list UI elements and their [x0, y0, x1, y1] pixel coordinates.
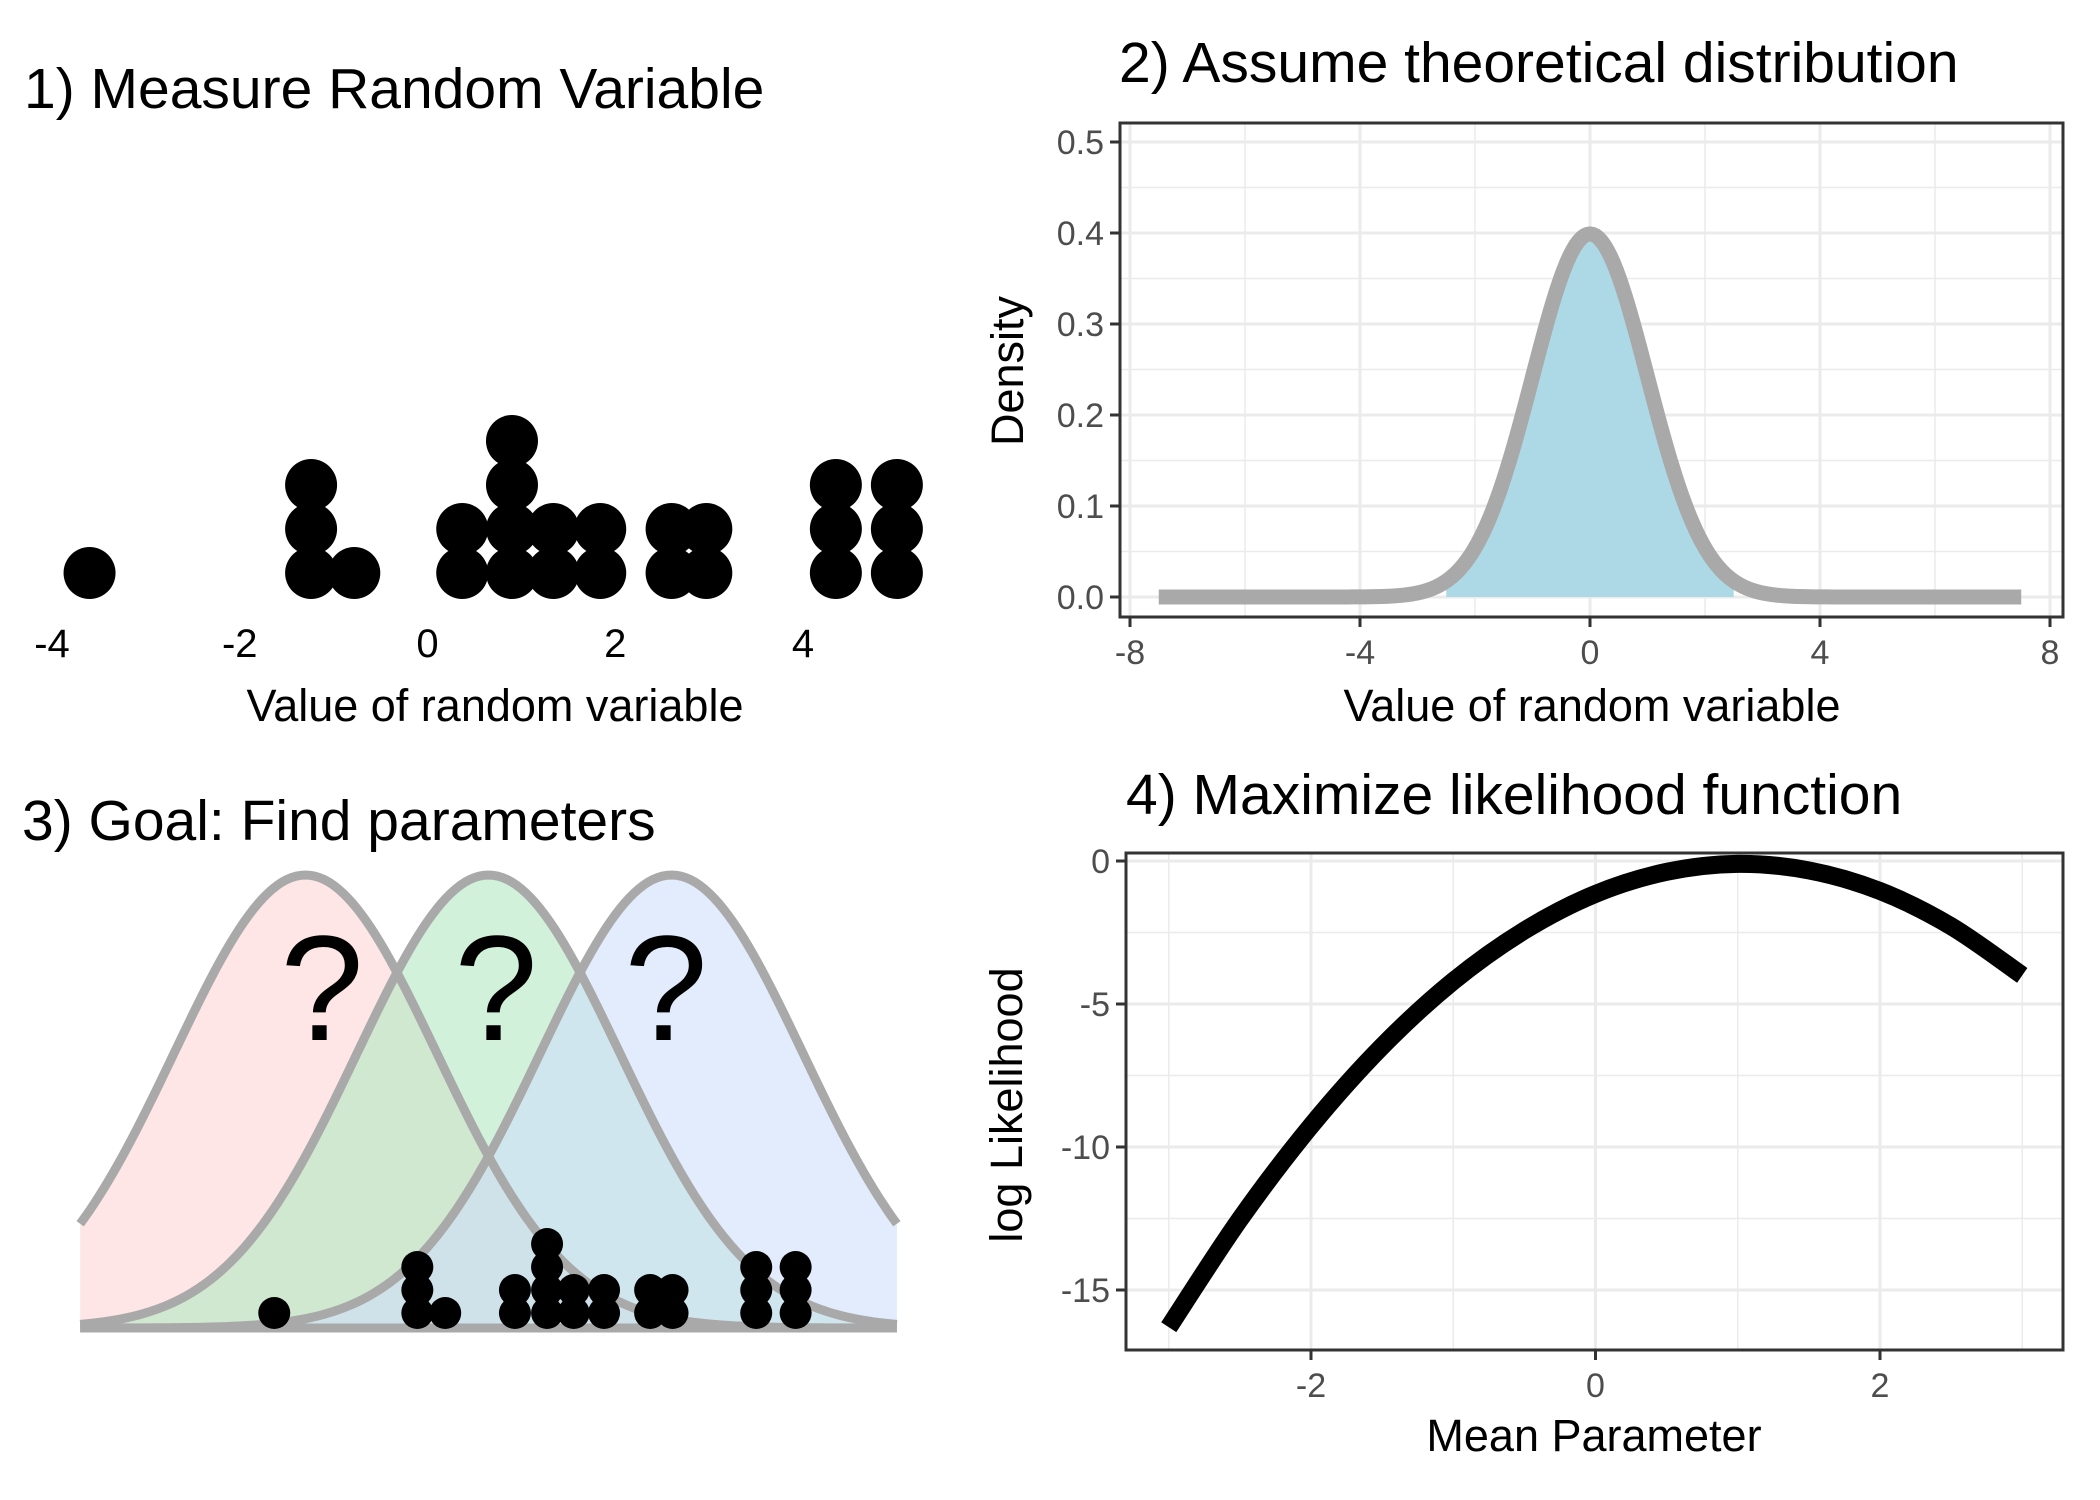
data-point [634, 1297, 667, 1329]
data-point [809, 547, 862, 599]
data-point [498, 1274, 531, 1306]
data-point [809, 459, 862, 511]
data-point [779, 1251, 812, 1283]
data-point [740, 1274, 773, 1306]
data-point [740, 1251, 773, 1283]
panel-goal-find-parameters: 3) Goal: Find parameters ??? [22, 789, 901, 1333]
y-tick-label: 0.4 [1057, 215, 1104, 253]
x-tick-label: -2 [222, 622, 258, 666]
y-tick-label: 0.2 [1057, 397, 1104, 435]
data-point [436, 547, 489, 599]
data-point [498, 1297, 531, 1329]
data-point [740, 1297, 773, 1329]
data-point [779, 1297, 812, 1329]
x-tick-label: -4 [34, 622, 70, 666]
data-point [527, 503, 580, 555]
data-point [401, 1274, 434, 1306]
data-point [401, 1251, 434, 1283]
panel2-axis-ticks: -8 -4 0 4 8 0.0 0.1 0.2 0.3 0.4 0.5 [1057, 124, 2060, 672]
data-point [680, 547, 733, 599]
data-point [285, 503, 338, 555]
data-point [285, 459, 338, 511]
x-tick-label: 4 [792, 622, 814, 666]
data-point [574, 503, 627, 555]
panel4-likelihood-line [1161, 854, 2028, 1333]
x-tick-label: -2 [1296, 1367, 1326, 1405]
panel4-grid [1126, 853, 2063, 1350]
data-point [809, 503, 862, 555]
panel2-x-axis-title: Value of random variable [1344, 680, 1841, 731]
data-point [531, 1274, 564, 1306]
panel2-density-curve [1154, 226, 2026, 605]
data-point [485, 459, 538, 511]
panel-theoretical-distribution: 2) Assume theoretical distribution -8 -4 0… [982, 31, 2065, 731]
x-tick-label: 0 [416, 622, 438, 666]
panel4-x-axis-title: Mean Parameter [1426, 1410, 1761, 1461]
y-tick-label: -15 [1061, 1272, 1110, 1310]
data-point [588, 1274, 621, 1306]
panel1-points [63, 415, 923, 599]
panel1-title: 1) Measure Random Variable [24, 57, 764, 121]
data-point [485, 547, 538, 599]
panel3-points [258, 1228, 812, 1329]
data-point [531, 1251, 564, 1283]
data-point [328, 547, 381, 599]
data-point [436, 503, 489, 555]
data-point [870, 459, 923, 511]
data-point [870, 503, 923, 555]
panel1-x-tick-labels: -4 -2 0 2 4 [34, 622, 814, 666]
data-point [870, 547, 923, 599]
data-point [656, 1297, 689, 1329]
y-tick-label: 0.1 [1057, 488, 1104, 526]
x-tick-label: 0 [1581, 634, 1600, 672]
data-point [574, 547, 627, 599]
panel3-question-marks: ??? [280, 904, 707, 1072]
panel4-axis-ticks: -2 0 2 0 -5 -10 -15 [1061, 843, 1890, 1405]
panel2-y-axis-title: Density [982, 295, 1033, 446]
panel4-title: 4) Maximize likelihood function [1126, 763, 1902, 827]
data-point [258, 1297, 291, 1329]
candidate-distribution-fill [80, 875, 897, 1328]
x-tick-label: 0 [1586, 1367, 1605, 1405]
data-point [531, 1297, 564, 1329]
x-tick-label: 2 [604, 622, 626, 666]
panel-measure-random-variable: 1) Measure Random Variable -4 -2 0 2 4 Value… [24, 57, 923, 731]
panel2-density-fill [1446, 233, 1734, 597]
data-point [485, 415, 538, 467]
data-point [531, 1228, 564, 1260]
data-point [285, 547, 338, 599]
question-mark: ? [624, 904, 707, 1072]
panel1-x-axis-title: Value of random variable [247, 680, 744, 731]
question-mark: ? [454, 904, 537, 1072]
data-point [634, 1274, 667, 1306]
x-tick-label: 8 [2041, 634, 2060, 672]
data-point [485, 503, 538, 555]
data-point [779, 1274, 812, 1306]
y-tick-label: -5 [1080, 986, 1110, 1024]
data-point [429, 1297, 462, 1329]
data-point [401, 1297, 434, 1329]
data-point [588, 1297, 621, 1329]
question-mark: ? [280, 904, 363, 1072]
x-tick-label: -8 [1115, 634, 1145, 672]
panel2-title: 2) Assume theoretical distribution [1119, 31, 1959, 95]
panel4-y-axis-title: log Likelihood [981, 967, 1032, 1242]
data-point [557, 1274, 590, 1306]
y-tick-label: 0 [1091, 843, 1110, 881]
y-tick-label: 0.0 [1057, 579, 1104, 617]
panel-maximize-likelihood: 4) Maximize likelihood function -2 0 20-5-… [981, 763, 2065, 1461]
x-tick-label: -4 [1345, 634, 1375, 672]
data-point [63, 547, 116, 599]
y-tick-label: -10 [1061, 1129, 1110, 1167]
x-tick-label: 4 [1811, 634, 1830, 672]
data-point [656, 1274, 689, 1306]
data-point [527, 547, 580, 599]
y-tick-label: 0.3 [1057, 306, 1104, 344]
panel3-title: 3) Goal: Find parameters [22, 789, 656, 853]
data-point [557, 1297, 590, 1329]
y-tick-label: 0.5 [1057, 124, 1104, 162]
data-point [680, 503, 733, 555]
x-tick-label: 2 [1871, 1367, 1890, 1405]
